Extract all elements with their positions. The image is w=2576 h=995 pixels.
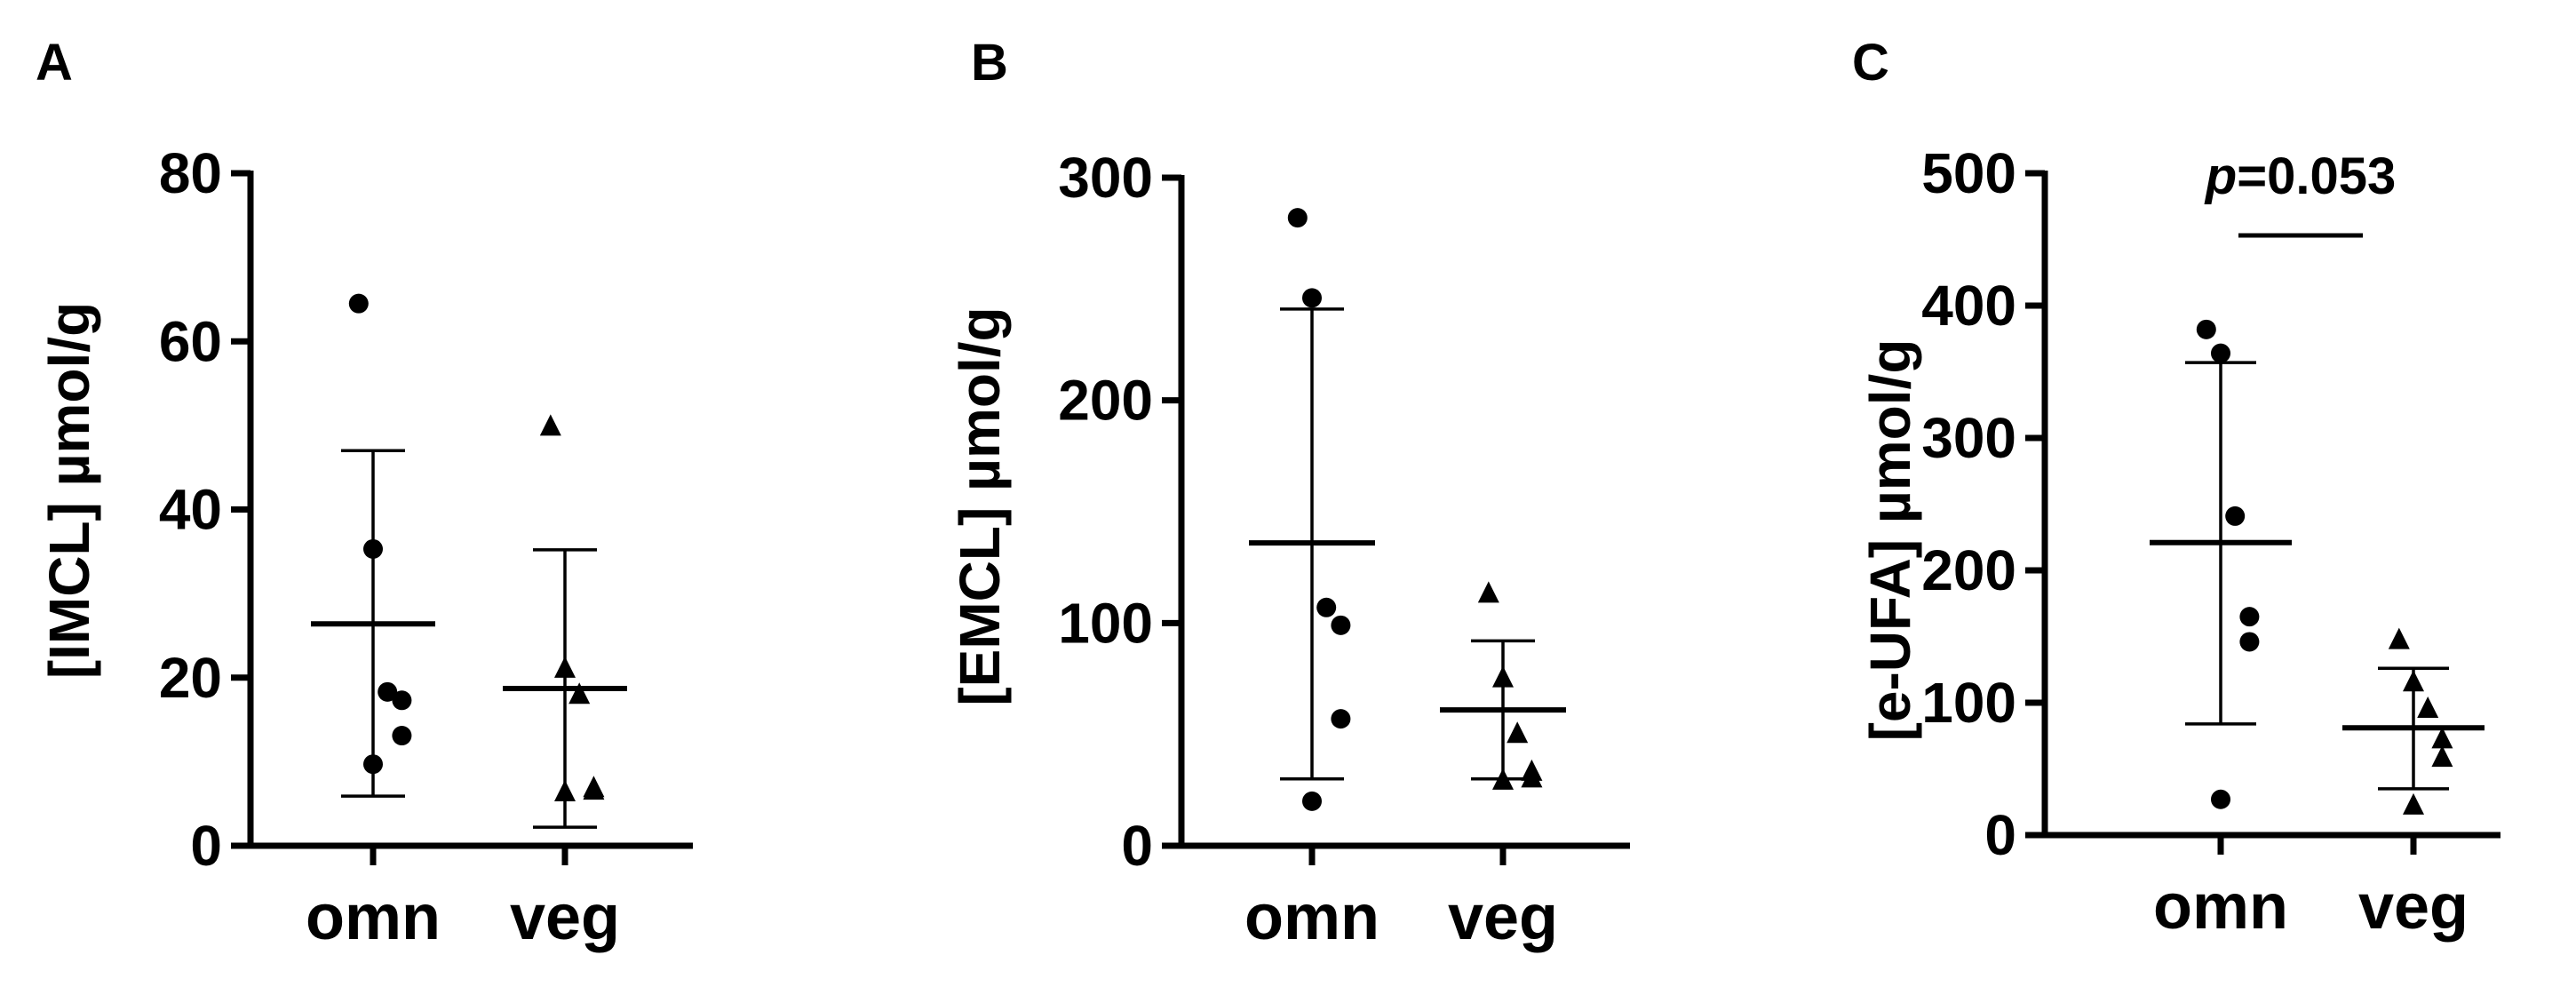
data-point-omn xyxy=(363,538,383,559)
y-tick-label: 200 xyxy=(1058,369,1153,433)
data-point-omn xyxy=(1331,709,1351,729)
data-point-veg xyxy=(2403,670,2424,692)
data-point-veg xyxy=(2403,792,2424,815)
y-tick-label: 100 xyxy=(1058,591,1153,655)
y-axis-label-c: [e-UFA] µmol/g xyxy=(1858,339,1922,742)
y-tick-label: 40 xyxy=(159,478,222,542)
data-point-omn xyxy=(2239,607,2260,627)
data-point-veg xyxy=(2417,696,2439,719)
data-point-veg xyxy=(2431,745,2453,768)
data-point-veg xyxy=(554,779,576,801)
panel-c: C [e-UFA] µmol/g 0 100 200 300 400 500 omn veg p… xyxy=(1852,34,2500,943)
data-point-omn xyxy=(2225,505,2246,526)
data-point-veg xyxy=(1521,766,1543,788)
panel-label-b: B xyxy=(971,34,1008,92)
data-point-veg xyxy=(2431,727,2453,749)
data-point-veg xyxy=(1507,721,1529,744)
data-point-veg xyxy=(1492,768,1514,790)
data-point-veg xyxy=(1492,665,1514,688)
panel-b: B [EMCL] µmol/g 0 100 200 300 omn veg xyxy=(948,34,1630,953)
data-point-omn xyxy=(363,754,383,775)
y-tick-label: 0 xyxy=(190,814,222,878)
y-tick-label: 500 xyxy=(1921,141,2016,205)
panel-a: A [IMCL] µmol/g 0 20 40 60 80 omn veg xyxy=(36,34,693,953)
data-point-omn xyxy=(348,293,369,314)
data-point-omn xyxy=(1287,208,1308,228)
y-tick-label: 20 xyxy=(159,646,222,710)
p-value-symbol: p xyxy=(2204,147,2237,205)
data-point-veg xyxy=(554,656,576,678)
y-tick-label: 100 xyxy=(1921,671,2016,735)
data-point-veg xyxy=(568,682,591,704)
y-tick-label: 60 xyxy=(159,309,222,373)
data-point-veg xyxy=(583,778,605,800)
data-point-omn xyxy=(378,681,398,702)
data-point-omn xyxy=(2211,343,2230,363)
x-tick-label-omn: omn xyxy=(1244,882,1379,953)
y-tick-label: 80 xyxy=(159,141,222,205)
x-tick-label-omn: omn xyxy=(306,882,441,953)
y-tick-label: 300 xyxy=(1921,406,2016,470)
panel-label-c: C xyxy=(1852,34,1889,92)
data-point-omn xyxy=(2239,632,2260,652)
x-tick-label-omn: omn xyxy=(2153,872,2288,943)
y-axis-label-a: [IMCL] µmol/g xyxy=(37,302,101,679)
data-point-veg xyxy=(539,414,561,436)
y-tick-label: 0 xyxy=(1121,814,1153,878)
x-tick-label-veg: veg xyxy=(2358,872,2469,943)
data-point-omn xyxy=(2196,319,2216,339)
y-axis-label-b: [EMCL] µmol/g xyxy=(948,306,1012,705)
y-tick-label: 300 xyxy=(1058,146,1153,210)
data-point-veg xyxy=(2388,627,2410,649)
y-tick-label: 200 xyxy=(1921,538,2016,602)
y-tick-label: 0 xyxy=(1984,803,2016,867)
data-point-omn xyxy=(1302,791,1322,811)
y-tick-label: 400 xyxy=(1921,274,2016,338)
data-point-veg xyxy=(1477,581,1499,603)
data-point-omn xyxy=(1302,288,1322,308)
data-point-omn xyxy=(1316,597,1337,617)
p-value-number: =0.053 xyxy=(2237,147,2396,205)
x-tick-label-veg: veg xyxy=(510,882,620,953)
data-point-omn xyxy=(392,726,412,746)
data-point-omn xyxy=(2211,789,2230,809)
x-tick-label-veg: veg xyxy=(1448,882,1558,953)
p-value-label: p=0.053 xyxy=(2204,147,2396,205)
data-point-omn xyxy=(392,690,412,711)
panel-label-a: A xyxy=(36,34,73,92)
data-point-omn xyxy=(1331,615,1351,635)
